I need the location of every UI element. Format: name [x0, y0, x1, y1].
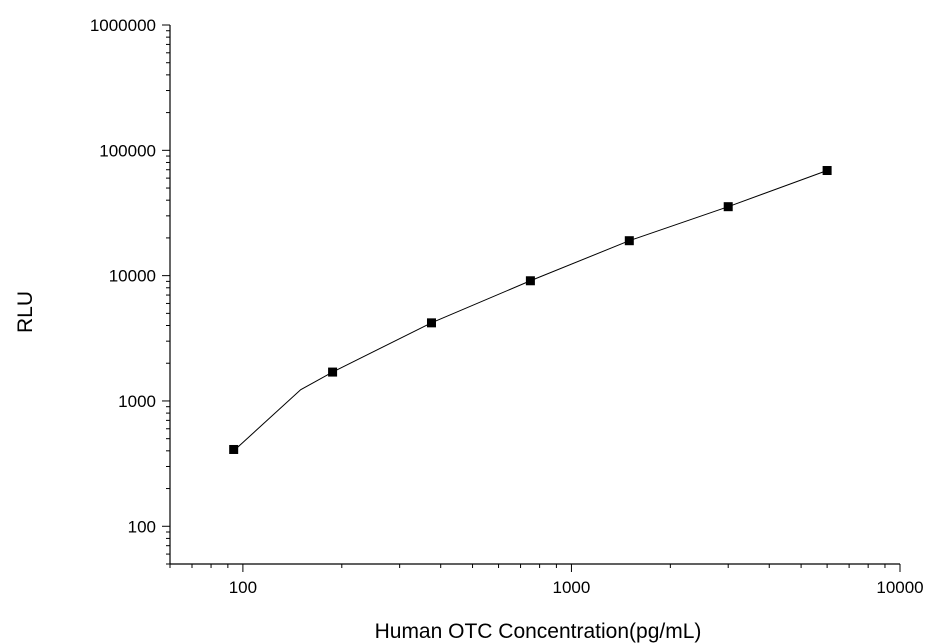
data-point: [229, 444, 239, 454]
y-tick-label: 100: [128, 517, 156, 536]
data-point: [723, 202, 733, 212]
data-point: [426, 318, 436, 328]
y-tick-label: 1000000: [90, 16, 156, 35]
fit-curve-group: [233, 170, 828, 452]
y-tick-label: 100000: [99, 141, 156, 160]
data-points: [229, 166, 832, 454]
data-point: [624, 236, 634, 246]
axes: 100 1000 10000 100 1000 10000 100000 1000000: [90, 16, 924, 597]
x-tick-label: 10000: [876, 578, 923, 597]
data-point: [328, 367, 338, 377]
data-point: [822, 166, 832, 176]
x-tick-label: 100: [229, 578, 257, 597]
y-tick-label: 10000: [109, 267, 156, 286]
y-tick-label: 1000: [118, 392, 156, 411]
x-tick-label: 1000: [553, 578, 591, 597]
fit-curve: [233, 170, 828, 452]
y-axis-title: RLU: [14, 291, 37, 333]
data-point: [525, 276, 535, 286]
x-axis-title: Human OTC Concentration(pg/mL): [375, 620, 702, 643]
